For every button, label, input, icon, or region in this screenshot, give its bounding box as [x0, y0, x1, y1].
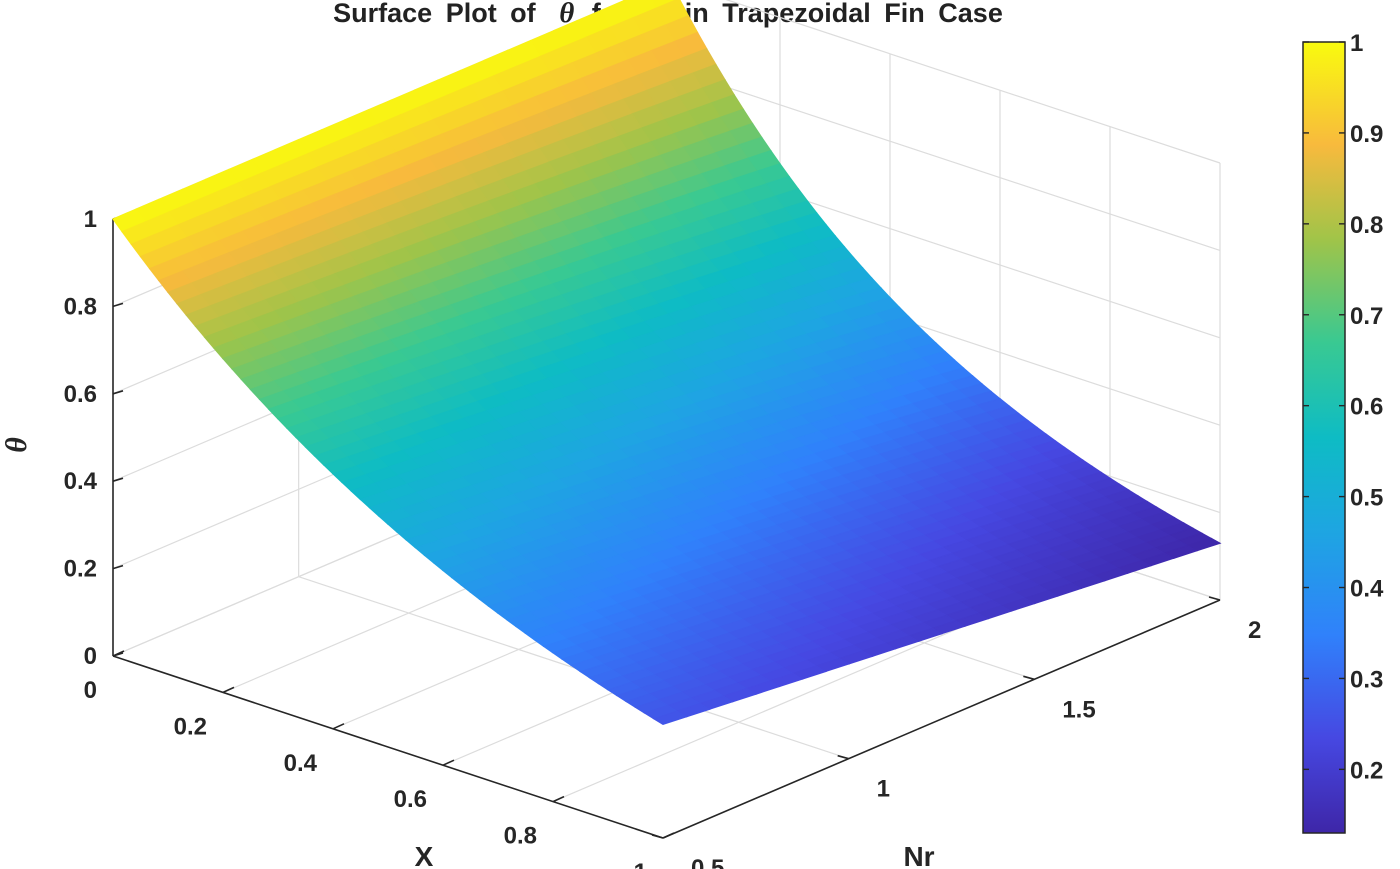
z-tick-mark — [112, 390, 124, 395]
y-axis-label: Nr — [903, 841, 934, 869]
z-tick-label: 0.8 — [64, 293, 97, 320]
colorbar-tick-label: 0.6 — [1350, 394, 1383, 421]
z-tick-label: 0 — [84, 643, 97, 670]
x-tick-mark — [222, 686, 235, 694]
nr-tick-mark — [1023, 675, 1035, 681]
colorbar-tick-label: 0.7 — [1350, 303, 1383, 330]
colorbar-tick-label: 0.9 — [1350, 121, 1383, 148]
title-part-1: Surface Plot of — [333, 0, 537, 28]
grid-line-nrwall-z — [725, 0, 1221, 164]
colorbar-tick-label: 0.2 — [1350, 757, 1383, 784]
x-tick-label: 0 — [84, 677, 97, 704]
z-tick-label: 1 — [84, 206, 97, 233]
surface — [112, 0, 1222, 726]
z-axis-label: θ — [0, 437, 33, 453]
grid-line-nrwall-z — [669, 67, 1221, 251]
x-tick-mark — [112, 650, 125, 657]
tick-labels: 0 0.2 0.4 0.6 0.8 1 0 0.2 0.4 0.6 0.8 1 0.5 1 1.5 2 — [64, 206, 1262, 869]
nr-tick-label: 1 — [877, 776, 890, 803]
surface-patch — [652, 710, 688, 726]
nr-axis-line — [662, 599, 1221, 839]
x-axis-label: X — [415, 841, 434, 869]
x-tick-label: 0.6 — [394, 786, 427, 813]
x-tick-label: 0.8 — [504, 823, 537, 850]
x-tick-label: 1 — [634, 859, 647, 869]
colorbar: 0.2 0.3 0.4 0.5 0.6 0.7 0.8 0.9 1 — [1302, 30, 1384, 834]
colorbar-rect — [1302, 41, 1346, 834]
x-tick-label: 0.4 — [284, 750, 318, 777]
nr-tick-mark — [1208, 596, 1221, 601]
z-tick-label: 0.6 — [64, 381, 97, 408]
colorbar-tick-label: 0.5 — [1350, 485, 1383, 512]
x-tick-mark — [442, 759, 455, 766]
colorbar-tick-label: 0.3 — [1350, 666, 1383, 693]
colorbar-tick-label: 0.4 — [1350, 576, 1384, 603]
z-tick-label: 0.2 — [64, 556, 97, 583]
z-tick-mark — [112, 477, 124, 482]
z-tick-mark — [112, 564, 124, 570]
x-tick-mark — [332, 723, 345, 730]
nr-tick-label: 0.5 — [691, 855, 724, 869]
x-tick-mark — [552, 795, 565, 803]
nr-tick-mark — [837, 754, 849, 760]
x-tick-label: 0.2 — [174, 713, 207, 740]
nr-tick-label: 1.5 — [1062, 696, 1095, 723]
nr-tick-label: 2 — [1248, 617, 1261, 644]
z-tick-label: 0.4 — [64, 468, 98, 495]
nr-tick-mark — [651, 834, 664, 839]
x-axis-line — [112, 655, 664, 839]
axes — [112, 215, 1221, 839]
x-tick-mark — [662, 832, 675, 839]
colorbar-tick-label: 1 — [1350, 30, 1363, 57]
colorbar-tick-label: 0.8 — [1350, 212, 1383, 239]
z-tick-mark — [112, 302, 124, 308]
title-theta: θ — [559, 0, 574, 29]
